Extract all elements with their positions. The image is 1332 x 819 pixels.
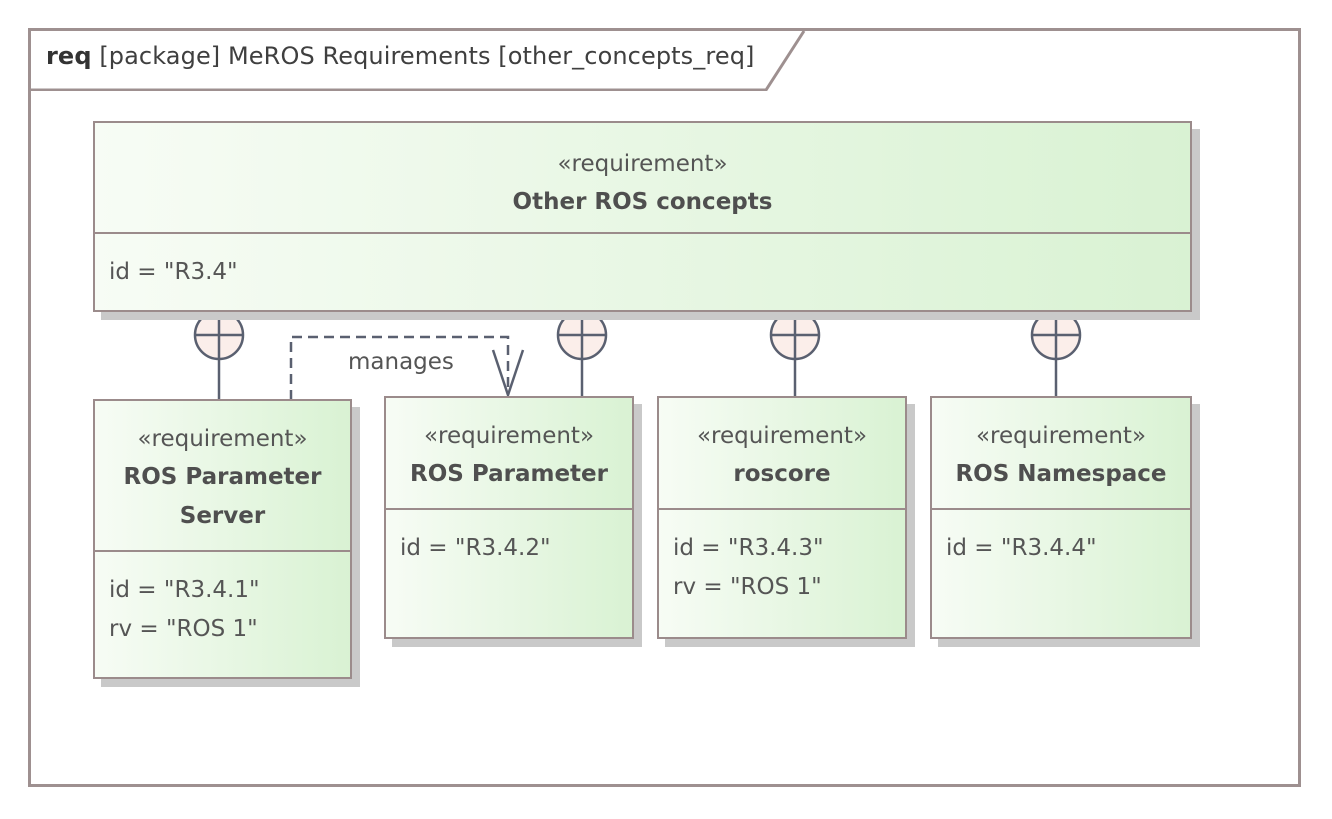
- stereotype: «requirement»: [696, 423, 868, 449]
- requirement-properties: id = "R3.4.3" rv = "ROS 1": [673, 529, 824, 607]
- requirement-id: id = "R3.4.3": [673, 535, 824, 561]
- manages-label: manages: [348, 349, 454, 375]
- requirement-id: id = "R3.4": [109, 259, 238, 285]
- requirement-id: id = "R3.4.1": [109, 577, 260, 603]
- requirement-ros-parameter[interactable]: «requirement» ROS Parameter id = "R3.4.2…: [384, 396, 634, 639]
- requirement-name: ROS Parameter: [410, 461, 608, 487]
- requirement-name: ROS Namespace: [955, 461, 1167, 487]
- requirement-name-line1: ROS Parameter: [123, 464, 322, 490]
- requirement-properties: id = "R3.4.4": [946, 529, 1097, 568]
- requirement-id: id = "R3.4.2": [400, 535, 551, 561]
- stereotype: «requirement»: [423, 423, 595, 449]
- requirement-header: «requirement» ROS Parameter: [386, 398, 632, 510]
- frame-title-tab: [31, 30, 806, 91]
- requirement-properties: id = "R3.4.2": [400, 529, 551, 568]
- requirement-roscore[interactable]: «requirement» roscore id = "R3.4.3" rv =…: [657, 396, 907, 639]
- stereotype: «requirement»: [975, 423, 1147, 449]
- requirement-rv: rv = "ROS 1": [673, 574, 822, 600]
- requirement-other-ros-concepts[interactable]: «requirement» Other ROS concepts id = "R…: [93, 121, 1192, 312]
- requirement-ros-parameter-server[interactable]: «requirement» ROS Parameter Server id = …: [93, 399, 352, 679]
- requirement-name-line2: Server: [179, 503, 266, 529]
- stereotype: «requirement»: [557, 151, 728, 177]
- requirement-name: Other ROS concepts: [512, 189, 773, 215]
- dependency-arrowhead: [491, 349, 525, 399]
- requirement-header: «requirement» ROS Namespace: [932, 398, 1190, 510]
- requirement-header: «requirement» Other ROS concepts: [95, 123, 1190, 234]
- stereotype: «requirement»: [137, 426, 308, 452]
- manages-dependency: [289, 335, 525, 400]
- requirement-rv: rv = "ROS 1": [109, 616, 258, 642]
- requirement-ros-namespace[interactable]: «requirement» ROS Namespace id = "R3.4.4…: [930, 396, 1192, 639]
- requirement-name: roscore: [733, 461, 831, 487]
- requirement-properties: id = "R3.4": [109, 253, 238, 292]
- requirement-id: id = "R3.4.4": [946, 535, 1097, 561]
- frame-title: req [package] MeROS Requirements [other_…: [46, 42, 755, 70]
- requirement-header: «requirement» ROS Parameter Server: [95, 401, 350, 552]
- requirement-properties: id = "R3.4.1" rv = "ROS 1": [109, 571, 260, 649]
- frame-kind: req: [46, 42, 92, 70]
- frame-title-text: [package] MeROS Requirements [other_conc…: [99, 42, 755, 70]
- requirement-header: «requirement» roscore: [659, 398, 905, 510]
